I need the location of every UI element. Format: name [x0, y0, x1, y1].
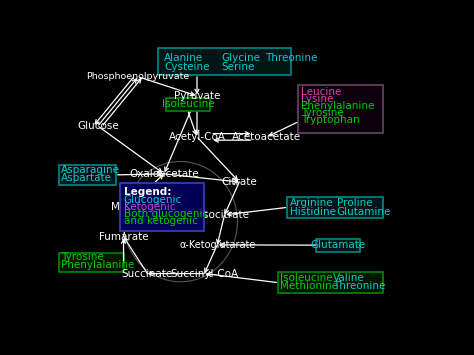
Text: Succinate: Succinate [122, 269, 173, 279]
Text: Phenylalanine: Phenylalanine [301, 101, 374, 111]
Text: Glycine: Glycine [221, 53, 260, 62]
FancyBboxPatch shape [59, 165, 116, 185]
Text: Acetyl-CoA: Acetyl-CoA [168, 132, 226, 142]
Text: Serine: Serine [221, 62, 254, 72]
Text: Legend:: Legend: [124, 187, 171, 197]
Text: Arginine: Arginine [290, 198, 334, 208]
FancyBboxPatch shape [278, 272, 383, 293]
Text: Malate: Malate [111, 202, 146, 212]
FancyBboxPatch shape [287, 197, 383, 218]
Text: Pyruvate: Pyruvate [174, 91, 220, 101]
Text: Phosphoenolpyruvate: Phosphoenolpyruvate [87, 72, 190, 81]
Text: Threonine: Threonine [333, 281, 385, 291]
FancyBboxPatch shape [158, 48, 291, 75]
Text: Aspartate: Aspartate [61, 173, 112, 183]
FancyBboxPatch shape [298, 85, 383, 133]
Text: Tyrosine: Tyrosine [301, 108, 344, 118]
Text: Fumarate: Fumarate [99, 232, 148, 242]
Text: Leucine: Leucine [301, 87, 341, 97]
Text: Citrate: Citrate [221, 177, 257, 187]
Text: Phenylalanine: Phenylalanine [61, 260, 134, 271]
Text: Tryptophan: Tryptophan [301, 115, 360, 125]
Text: Isoleucine: Isoleucine [280, 273, 332, 283]
Text: Glucogenic: Glucogenic [124, 195, 182, 205]
Text: Methionine: Methionine [280, 281, 337, 291]
Text: Lysine: Lysine [301, 94, 333, 104]
Text: Ketogenic: Ketogenic [124, 202, 175, 212]
FancyBboxPatch shape [316, 239, 360, 252]
Text: and ketogenic: and ketogenic [124, 216, 197, 226]
Text: Proline: Proline [337, 198, 372, 208]
Text: Isocitrate: Isocitrate [200, 210, 249, 220]
Text: Glutamate: Glutamate [311, 240, 366, 250]
Text: Oxaloacetate: Oxaloacetate [129, 169, 199, 179]
Text: Threonine: Threonine [265, 53, 317, 62]
Text: α-Ketoglutarate: α-Ketoglutarate [179, 240, 255, 250]
Text: Histidine: Histidine [290, 207, 336, 217]
Text: Acetoacetate: Acetoacetate [232, 132, 301, 142]
Text: Glutamine: Glutamine [337, 207, 391, 217]
Text: Tyrosine: Tyrosine [61, 252, 103, 262]
FancyBboxPatch shape [120, 184, 204, 231]
Text: Cysteine: Cysteine [164, 62, 210, 72]
Text: Glucose: Glucose [77, 121, 118, 131]
FancyBboxPatch shape [59, 252, 124, 272]
Text: Alanine: Alanine [164, 53, 203, 62]
Text: Both glucogenic: Both glucogenic [124, 209, 208, 219]
Text: Succinyl-CoA: Succinyl-CoA [170, 269, 238, 279]
FancyBboxPatch shape [166, 98, 210, 111]
Text: Isoleucine: Isoleucine [162, 99, 214, 109]
Text: Valine: Valine [333, 273, 365, 283]
Text: Asparagine: Asparagine [61, 165, 120, 175]
